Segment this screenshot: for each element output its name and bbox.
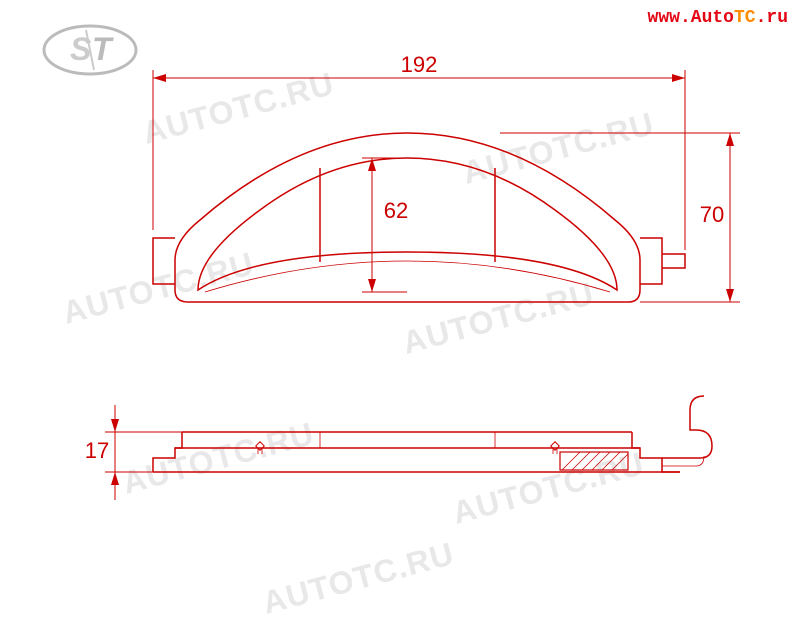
pad-friction-inner [205, 261, 610, 292]
dim-arrow [111, 419, 119, 432]
side-marker [551, 442, 559, 450]
pad-friction-outline [198, 158, 617, 290]
pad-left-tab [153, 238, 175, 284]
dim-arrow [153, 74, 166, 82]
technical-drawing: 192 62 70 17 [0, 0, 800, 600]
pad-sensor-pin [662, 254, 685, 268]
pad-right-tab [640, 238, 662, 284]
dim-arrow [726, 289, 734, 302]
dim-width-label: 192 [401, 52, 438, 77]
dim-arrow [726, 133, 734, 146]
dim-arrow [672, 74, 685, 82]
dim-inner-h-label: 62 [384, 198, 408, 223]
dim-arrow [368, 279, 376, 292]
side-clip-hatch [560, 452, 628, 470]
dim-outer-h-label: 70 [700, 202, 724, 227]
dim-arrow [111, 472, 119, 485]
wear-indicator [662, 396, 712, 458]
dim-thickness-label: 17 [85, 438, 109, 463]
side-marker [256, 442, 264, 450]
side-left-end [153, 432, 182, 472]
